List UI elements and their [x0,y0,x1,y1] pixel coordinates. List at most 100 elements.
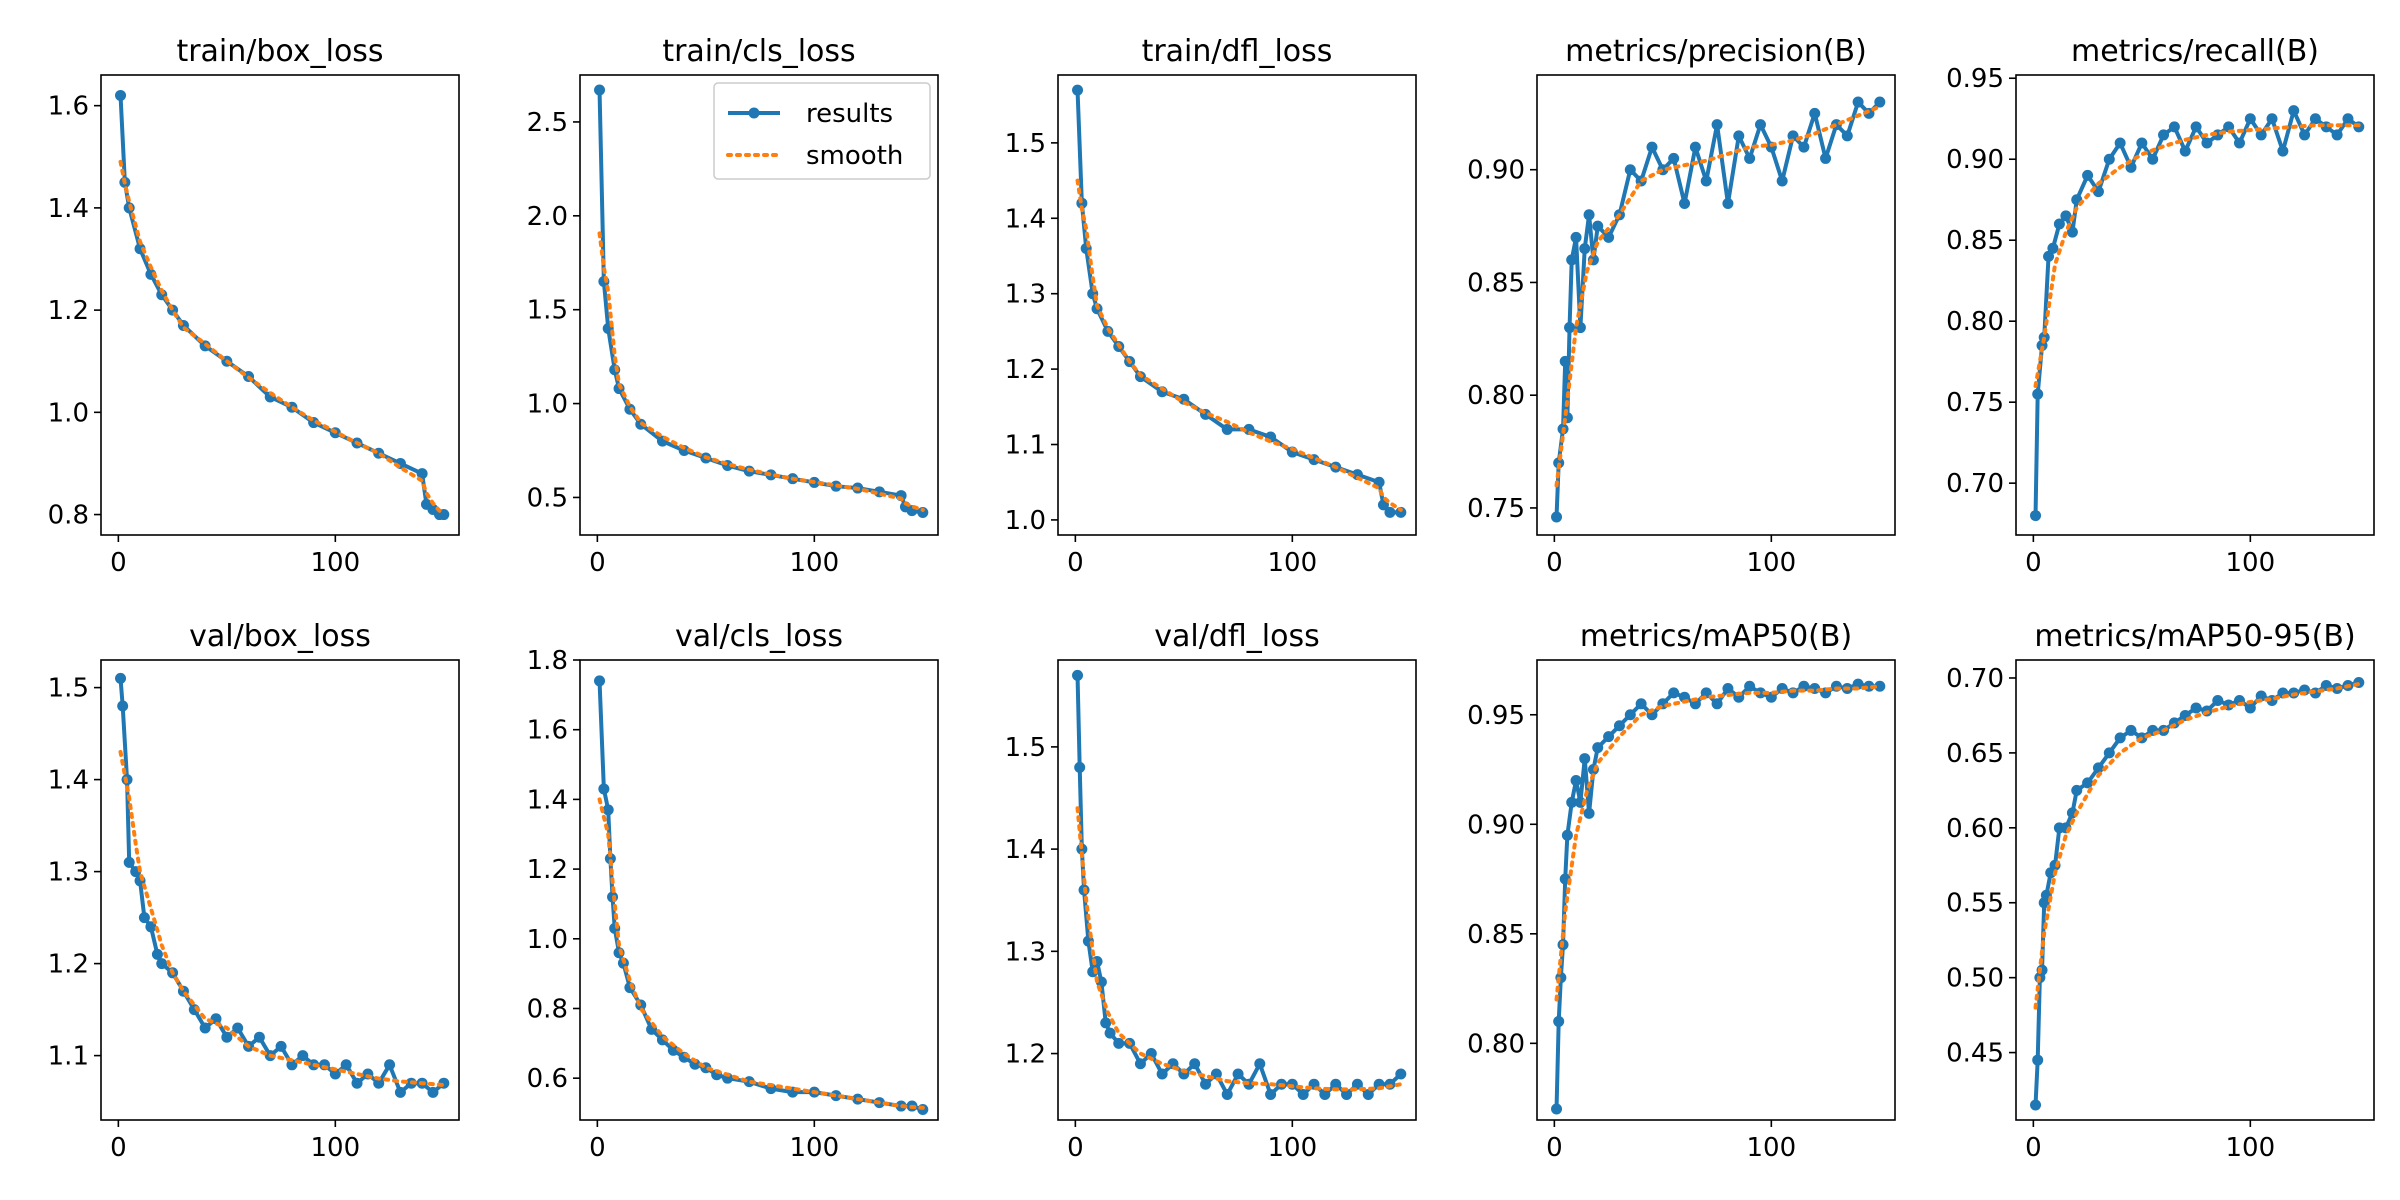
results-point [2092,762,2104,774]
results-point [2043,250,2055,262]
subplot-title: train/cls_loss [662,34,855,69]
results-point [1874,96,1886,108]
results-point [416,468,428,480]
x-tick-label: 0 [2025,548,2042,578]
results-point [1200,1078,1212,1090]
y-tick-label: 0.90 [1467,156,1525,186]
x-tick-label: 0 [1067,548,1084,578]
axes-frame [1057,74,1417,536]
results-point [232,1022,244,1034]
results-point [1297,1088,1309,1100]
results-point [1265,1088,1277,1100]
results-point [2082,169,2094,181]
results-point [2060,210,2072,222]
y-tick-label: 0.75 [1467,494,1525,524]
results-point [1566,796,1578,808]
results-point [1776,175,1788,187]
results-line [597,680,924,1112]
results-point [1820,152,1832,164]
results-line [2033,680,2360,1106]
results-point [1592,220,1604,232]
y-tick-label: 0.8 [48,501,89,531]
axes-frame [2015,74,2375,536]
y-tick-label: 1.0 [1005,506,1046,536]
results-line [1075,675,1403,1097]
results-point [2114,137,2126,149]
results-point [2201,137,2213,149]
results-point [221,1031,233,1043]
results-point [1583,807,1595,819]
x-tick-label: 0 [1546,1133,1563,1163]
results-point [1579,243,1591,255]
y-tick-label: 0.55 [1946,889,2004,919]
results-point [1553,1015,1565,1027]
y-tick-label: 0.85 [1467,268,1525,298]
results-point [1570,774,1582,786]
results-point [151,948,163,960]
results-point [1561,829,1573,841]
results-point [1351,1078,1363,1090]
results-point [1754,687,1766,699]
results-point [598,783,610,795]
axes-frame [2015,659,2375,1121]
legend-results-label: results [806,99,893,129]
results-point [1711,119,1723,131]
smooth-line [1075,178,1403,512]
results-line [1075,90,1401,515]
results-point [1635,698,1647,710]
y-tick-label: 1.3 [1005,280,1046,310]
y-tick-label: 0.70 [1946,664,2004,694]
smooth-line [118,159,446,515]
results-point [2255,129,2267,141]
results-point [199,1022,211,1034]
results-point [2030,510,2042,522]
smooth-line [1075,806,1403,1092]
results-point [1646,141,1658,153]
results-point [2125,724,2137,736]
results-point [602,804,614,816]
results-point [1722,198,1734,210]
y-tick-label: 0.85 [1467,920,1525,950]
subplot-title: val/dfl_loss [1154,619,1319,654]
results-point [1156,1068,1168,1080]
subplot-val-box-loss: val/box_loss 0 100 1.1 1.2 1.3 1.4 1.5 [48,619,460,1163]
results-point [1104,1027,1116,1039]
results-point [1583,209,1595,221]
y-tick-label: 0.95 [1467,701,1525,731]
y-tick-label: 1.5 [527,296,568,326]
results-point [1221,1088,1233,1100]
y-tick-label: 1.0 [48,398,89,428]
x-tick-label: 0 [589,548,606,578]
x-tick-label: 100 [2226,548,2276,578]
results-point [594,675,606,687]
results-point [2147,153,2159,165]
axes-frame [1536,74,1896,536]
y-tick-label: 1.3 [1005,937,1046,967]
y-tick-label: 1.2 [48,950,89,980]
y-tick-label: 1.6 [48,92,89,122]
results-point [1134,1058,1146,1070]
y-tick-label: 0.70 [1946,469,2004,499]
y-tick-label: 1.4 [48,766,89,796]
subplot-title: val/cls_loss [675,619,843,654]
results-point [117,700,129,712]
results-point [115,89,127,101]
results-point [2047,242,2059,254]
y-tick-label: 1.5 [48,674,89,704]
y-tick-label: 0.45 [1946,1039,2004,1069]
results-point [1100,1017,1112,1029]
results-point [394,1086,406,1098]
results-point [2190,702,2202,714]
results-point [384,1059,396,1071]
y-tick-label: 1.3 [48,858,89,888]
results-point [1551,1103,1563,1115]
results-point [1809,107,1821,119]
x-tick-label: 100 [1747,548,1797,578]
results-point [1074,761,1086,773]
results-point [145,921,157,933]
x-tick-label: 100 [1268,548,1318,578]
y-tick-label: 1.4 [1005,204,1046,234]
results-point [373,1077,385,1089]
axes-frame [100,659,460,1121]
axes-frame [1057,659,1417,1121]
